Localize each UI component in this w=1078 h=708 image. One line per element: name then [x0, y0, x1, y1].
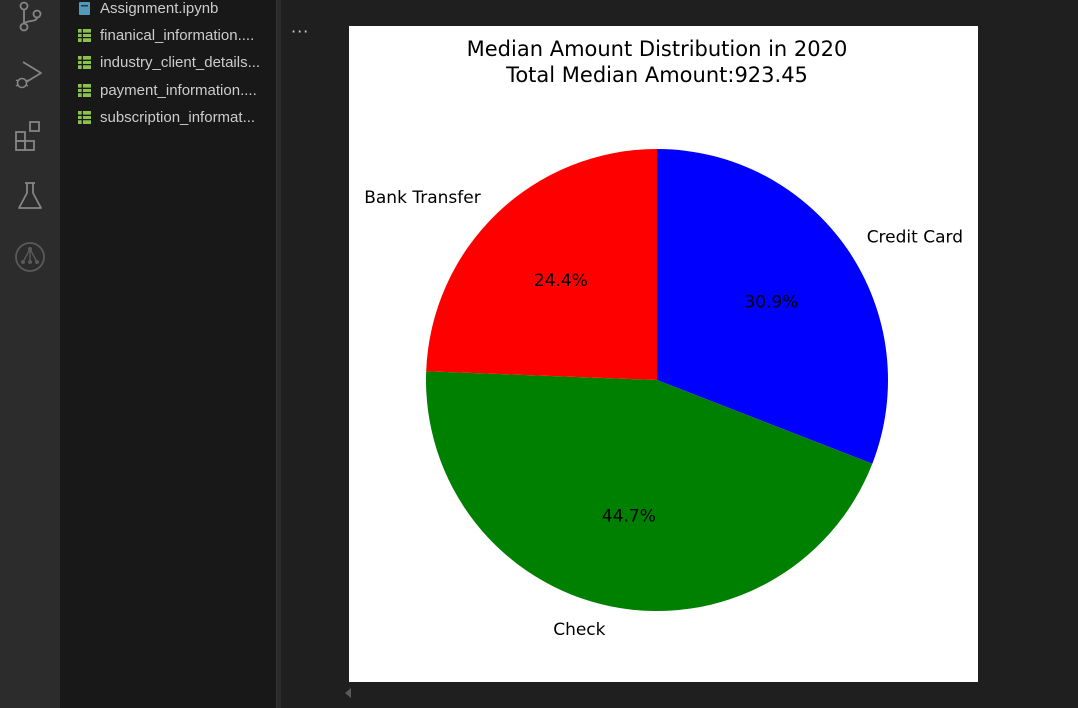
file-label: Assignment.ipynb: [100, 0, 219, 17]
pie-percent-label: 24.4%: [534, 271, 588, 291]
file-label: subscription_informat...: [100, 108, 256, 126]
file-label: payment_information....: [100, 81, 257, 99]
pie-category-label: Credit Card: [867, 228, 963, 248]
pie-slices: [425, 149, 889, 612]
testing-flask-icon[interactable]: [13, 180, 47, 214]
cell-output-image: Median Amount Distribution in 2020 Total…: [349, 26, 978, 682]
csv-file-icon: [78, 55, 91, 69]
pie-labels: 30.9% Credit Card 44.7% Check 24.4% Bank Tran…: [364, 188, 963, 640]
file-item-payment-information[interactable]: payment_information....: [78, 79, 276, 101]
notebook-editor: ··· Median Amount Distribution in 2020 T…: [281, 0, 1078, 708]
extensions-icon[interactable]: [13, 119, 47, 153]
pie-percent-label: 44.7%: [602, 507, 656, 527]
sash-divider[interactable]: [276, 0, 281, 708]
pie-chart: Median Amount Distribution in 2020 Total…: [364, 37, 963, 640]
pie-slice-bank-transfer: [426, 149, 657, 380]
pie-category-label: Check: [553, 620, 605, 640]
notebook-file-icon: [79, 1, 90, 15]
file-item-subscription-information[interactable]: subscription_informat...: [78, 106, 276, 128]
run-debug-icon[interactable]: [13, 58, 47, 92]
csv-file-icon: [78, 83, 91, 97]
csv-file-icon: [78, 110, 91, 124]
chart-title: Median Amount Distribution in 2020: [467, 37, 848, 61]
file-label: finanical_information....: [100, 26, 255, 44]
explorer-panel: Assignment.ipynb finanical_information..…: [60, 0, 276, 708]
source-control-icon[interactable]: [13, 0, 47, 34]
file-item-assignment[interactable]: Assignment.ipynb: [78, 0, 276, 19]
file-item-industry-client-details[interactable]: industry_client_details...: [78, 51, 276, 73]
file-label: industry_client_details...: [100, 53, 261, 71]
file-item-finanical-information[interactable]: finanical_information....: [78, 24, 276, 46]
csv-file-icon: [78, 28, 91, 42]
pie-slice-check: [425, 371, 873, 612]
activity-bar: [0, 0, 60, 708]
pie-slice-credit-card: [657, 149, 889, 464]
pie-category-label: Bank Transfer: [364, 188, 480, 208]
pie-percent-label: 30.9%: [744, 293, 798, 313]
chart-subtitle: Total Median Amount:923.45: [505, 63, 808, 87]
cell-more-actions-button[interactable]: ···: [291, 22, 310, 41]
graph-network-icon[interactable]: [13, 240, 47, 274]
scroll-left-arrow[interactable]: [345, 688, 351, 698]
